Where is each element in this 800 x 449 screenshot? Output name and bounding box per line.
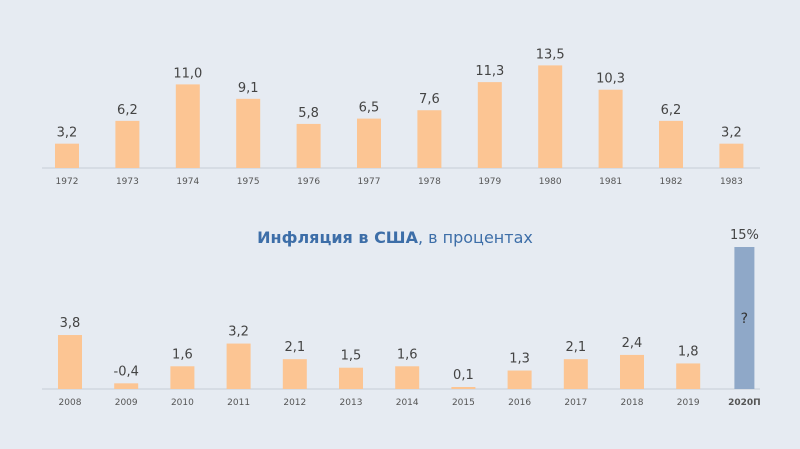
- top-bar-1972: [55, 143, 79, 168]
- bottom-tick-label-2018: 2018: [621, 398, 644, 408]
- top-value-label-1977: 6,5: [359, 101, 380, 116]
- bottom-bar-2008: [58, 335, 82, 389]
- top-tick-label-1983: 1983: [720, 177, 743, 187]
- top-value-label-1979: 11,3: [475, 64, 504, 79]
- bottom-bar-2015: [451, 387, 476, 389]
- top-bar-1982: [659, 120, 683, 168]
- top-value-label-1974: 11,0: [173, 66, 202, 81]
- chart-title-main: Инфляция в США: [257, 228, 418, 247]
- bottom-bar-2011: [226, 343, 251, 389]
- bottom-tick-label-2016: 2016: [508, 398, 531, 408]
- top-tick-label-1981: 1981: [599, 177, 622, 187]
- top-tick-label-1977: 1977: [358, 177, 381, 187]
- forecast-question-mark: ?: [741, 311, 748, 327]
- top-bar-1974: [175, 84, 200, 168]
- forecast-bar-2020: [734, 247, 755, 389]
- top-bar-1976: [296, 123, 321, 168]
- top-tick-label-1979: 1979: [478, 177, 501, 187]
- top-value-label-1975: 9,1: [238, 81, 259, 96]
- bottom-value-label-2015: 0,1: [453, 368, 474, 383]
- top-value-label-1973: 6,2: [117, 103, 138, 118]
- bottom-value-label-2009: -0,4: [114, 364, 139, 379]
- bottom-value-label-2013: 1,5: [341, 349, 362, 364]
- bottom-bar-2009: [114, 383, 139, 389]
- bottom-bar-2018: [620, 354, 644, 389]
- bottom-tick-label-2011: 2011: [227, 398, 250, 408]
- top-tick-label-1980: 1980: [539, 177, 562, 187]
- top-value-label-1972: 3,2: [57, 126, 78, 141]
- top-tick-label-1975: 1975: [237, 177, 260, 187]
- bottom-value-label-2018: 2,4: [622, 336, 643, 351]
- bottom-value-label-2014: 1,6: [397, 347, 418, 362]
- top-bar-1980: [538, 65, 563, 168]
- top-value-label-1981: 10,3: [596, 72, 625, 87]
- top-bar-1979: [477, 82, 502, 168]
- bottom-bar-2013: [339, 367, 363, 389]
- top-tick-label-1974: 1974: [176, 177, 199, 187]
- bottom-bar-2019: [676, 363, 701, 389]
- top-value-label-1980: 13,5: [536, 47, 565, 62]
- top-tick-label-1982: 1982: [660, 177, 683, 187]
- bottom-tick-label-2010: 2010: [171, 398, 194, 408]
- bottom-bar-2014: [395, 366, 420, 389]
- top-tick-label-1976: 1976: [297, 177, 320, 187]
- bottom-tick-label-2009: 2009: [115, 398, 138, 408]
- bottom-value-label-2019: 1,8: [678, 344, 699, 359]
- bottom-tick-label-2013: 2013: [340, 398, 363, 408]
- top-value-label-1976: 5,8: [298, 106, 319, 121]
- top-value-label-1983: 3,2: [721, 126, 742, 141]
- bottom-bar-2010: [170, 366, 195, 389]
- bottom-value-label-2016: 1,3: [509, 352, 530, 367]
- top-bar-1983: [719, 143, 744, 168]
- bottom-bar-2012: [282, 359, 307, 389]
- bottom-bar-2017: [563, 359, 588, 389]
- bottom-value-label-2008: 3,8: [60, 316, 81, 331]
- top-tick-label-1972: 1972: [56, 177, 79, 187]
- top-bar-1977: [357, 118, 381, 168]
- bottom-tick-label-2019: 2019: [677, 398, 700, 408]
- top-tick-label-1973: 1973: [116, 177, 139, 187]
- top-tick-label-1978: 1978: [418, 177, 441, 187]
- top-bar-1975: [236, 98, 261, 168]
- bottom-tick-label-2015: 2015: [452, 398, 475, 408]
- top-bar-1981: [598, 89, 623, 168]
- bottom-value-label-2012: 2,1: [284, 340, 305, 355]
- bottom-bar-2016: [507, 370, 532, 389]
- top-bar-1973: [115, 120, 140, 168]
- bottom-value-label-2020П: 15%: [730, 228, 759, 243]
- chart-title: Инфляция в США, в процентах: [0, 228, 790, 247]
- bottom-value-label-2011: 3,2: [228, 325, 249, 340]
- bottom-tick-label-2020П: 2020П: [728, 398, 761, 408]
- top-bar-1978: [417, 110, 442, 168]
- bottom-tick-label-2014: 2014: [396, 398, 419, 408]
- bottom-tick-label-2017: 2017: [564, 398, 587, 408]
- bottom-value-label-2010: 1,6: [172, 347, 193, 362]
- bottom-tick-label-2012: 2012: [283, 398, 306, 408]
- top-value-label-1978: 7,6: [419, 92, 440, 107]
- bottom-tick-label-2008: 2008: [59, 398, 82, 408]
- chart-title-rest: , в процентах: [417, 228, 533, 247]
- bottom-value-label-2017: 2,1: [565, 340, 586, 355]
- top-value-label-1982: 6,2: [661, 103, 682, 118]
